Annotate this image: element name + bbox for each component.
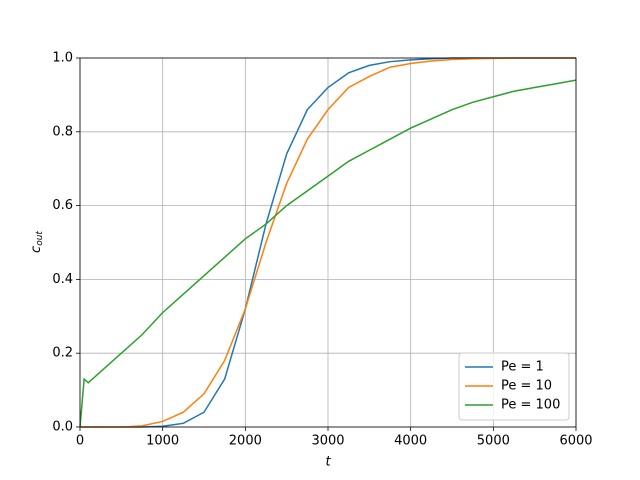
series-line [79, 79, 577, 428]
x-tick-label: 2000 [229, 434, 262, 449]
x-tick-label: 0 [76, 434, 84, 449]
y-tick-label: 0.6 [52, 198, 73, 213]
plot-frame [79, 57, 577, 428]
y-tick-label: 0.8 [52, 124, 73, 139]
x-tick-label: 5000 [477, 434, 510, 449]
x-tick-label: 3000 [311, 434, 344, 449]
legend-label: Pe = 10 [501, 379, 552, 394]
y-tick-label: 1.0 [52, 51, 73, 66]
legend-label: Pe = 100 [501, 398, 560, 413]
y-label-base: c [29, 246, 44, 253]
x-tick-label: 1000 [146, 434, 179, 449]
y-label-subscript: out [35, 231, 45, 246]
legend-box [458, 352, 570, 421]
x-axis-label: t [325, 455, 331, 470]
legend-label: Pe = 1 [501, 360, 544, 375]
y-tick-label: 0.4 [52, 272, 73, 287]
y-tick-label: 0.0 [52, 420, 73, 435]
x-tick-label: 4000 [394, 434, 427, 449]
y-axis-label: cout [29, 231, 45, 253]
y-tick-label: 0.2 [52, 346, 73, 361]
x-tick-label: 6000 [559, 434, 592, 449]
